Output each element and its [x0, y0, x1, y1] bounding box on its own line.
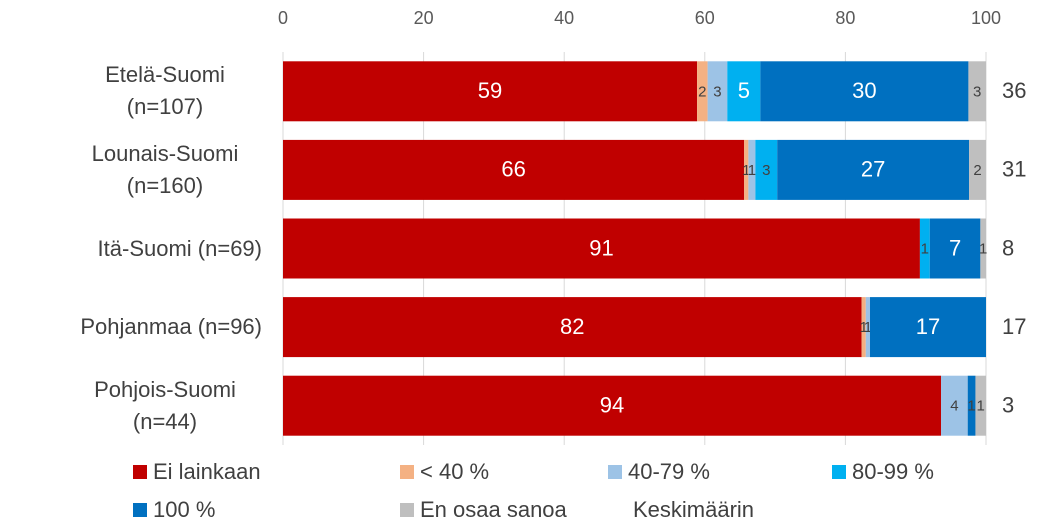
bar-segment [865, 297, 871, 358]
legend-label: 80-99 % [852, 459, 934, 484]
data-label: 3 [973, 83, 981, 100]
x-tick-label: 40 [554, 8, 574, 28]
legend-swatch [400, 503, 414, 517]
average-label: 31 [1002, 157, 1026, 182]
bar-segment [283, 139, 745, 200]
category-text: Etelä-Suomi (n=107) [105, 62, 225, 120]
bar-segment [755, 139, 778, 200]
average-label: 36 [1002, 78, 1026, 103]
bar-segment [870, 297, 986, 358]
data-label: 91 [589, 235, 613, 260]
category-text: Lounais-Suomi (n=160) [91, 140, 239, 198]
category-label: Lounais-Suomi (n=160) [22, 138, 262, 202]
bar-segment [969, 139, 986, 200]
data-label: 1 [967, 398, 975, 415]
category-label: Pohjois-Suomi (n=44) [22, 374, 262, 438]
data-label: 5 [738, 78, 750, 103]
average-label: 17 [1002, 314, 1026, 339]
average-label: 3 [1002, 393, 1014, 418]
data-label: 1 [860, 319, 868, 336]
data-label: 17 [916, 314, 940, 339]
x-tick-label: 20 [414, 8, 434, 28]
data-label: 2 [698, 83, 706, 100]
data-label: 1 [748, 162, 756, 179]
data-label: 7 [949, 235, 961, 260]
bar-segment [967, 375, 976, 436]
bar-segment [861, 297, 866, 358]
data-label: 4 [950, 398, 958, 415]
x-tick-label: 80 [835, 8, 855, 28]
x-tick-label: 0 [278, 8, 288, 28]
data-label: 82 [560, 314, 584, 339]
bar-segment [697, 61, 708, 122]
bar-segment [968, 61, 986, 122]
bar-segment [975, 375, 986, 436]
data-label: 27 [861, 157, 885, 182]
data-label: 1 [921, 240, 929, 257]
bar-segment [283, 375, 942, 436]
legend-swatch [608, 465, 622, 479]
bar-segment [941, 375, 968, 436]
bar-segment [744, 139, 749, 200]
x-tick-label: 100 [971, 8, 1001, 28]
data-label: 3 [762, 162, 770, 179]
data-label: 3 [713, 83, 721, 100]
legend-label: < 40 % [420, 459, 489, 484]
category-label: Etelä-Suomi (n=107) [22, 59, 262, 123]
legend-label: En osaa sanoa [420, 497, 568, 522]
data-label: 1 [979, 240, 987, 257]
data-label: 30 [852, 78, 876, 103]
category-label: Pohjanmaa (n=96) [22, 311, 262, 343]
bar-segment [748, 139, 756, 200]
bar-segment [760, 61, 969, 122]
category-text: Pohjanmaa (n=96) [80, 314, 262, 340]
x-tick-label: 60 [695, 8, 715, 28]
data-label: 1 [864, 319, 872, 336]
data-label: 2 [973, 162, 981, 179]
legend-swatch [133, 465, 147, 479]
bar-segment [929, 218, 981, 279]
bar-segment [707, 61, 728, 122]
bar-segment [283, 61, 698, 122]
legend-swatch [832, 465, 846, 479]
data-label: 94 [600, 393, 624, 418]
legend-label: Ei lainkaan [153, 459, 261, 484]
data-label: 59 [478, 78, 502, 103]
legend-label: 40-79 % [628, 459, 710, 484]
category-label: Itä-Suomi (n=69) [22, 233, 262, 265]
category-text: Itä-Suomi (n=69) [97, 235, 262, 261]
bar-segment [283, 218, 920, 279]
legend-label: 100 % [153, 497, 215, 522]
bar-segment [777, 139, 970, 200]
legend-swatch [133, 503, 147, 517]
average-label: 8 [1002, 235, 1014, 260]
legend-label: Keskimäärin [633, 497, 754, 522]
data-label: 1 [742, 162, 750, 179]
bar-segment [980, 218, 986, 279]
category-text: Pohjois-Suomi (n=44) [94, 376, 236, 434]
bar-segment [283, 297, 862, 358]
bar-segment [919, 218, 930, 279]
data-label: 66 [501, 157, 525, 182]
data-label: 1 [977, 398, 985, 415]
legend-swatch [400, 465, 414, 479]
bar-segment [727, 61, 761, 122]
